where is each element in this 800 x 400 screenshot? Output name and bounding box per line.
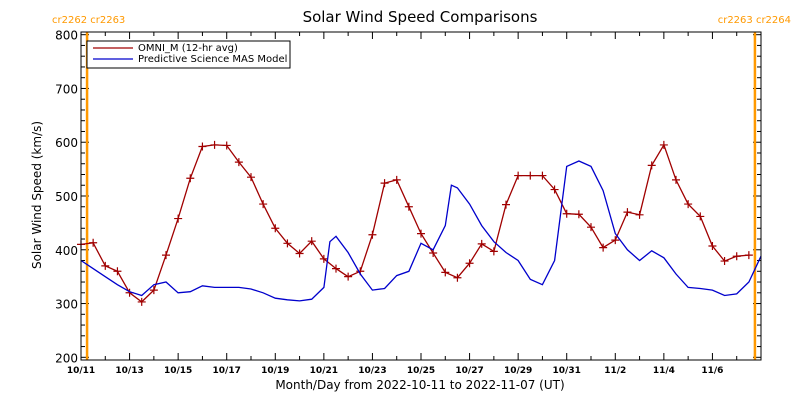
y-tick-label: 600	[55, 136, 78, 150]
omni-data-point	[708, 242, 717, 251]
y-tick-label: 800	[55, 29, 78, 43]
omni-data-point	[417, 229, 425, 238]
omni-data-point	[368, 230, 377, 239]
omni-data-point	[623, 208, 632, 217]
omni-data-point	[489, 247, 498, 256]
x-tick-label: 10/21	[310, 366, 338, 376]
omni-data-point	[587, 223, 595, 232]
omni-data-point	[611, 236, 620, 245]
x-tick-label: 11/2	[604, 366, 626, 376]
omni-data-point	[101, 261, 110, 270]
omni-data-point	[380, 179, 389, 188]
omni-data-point	[113, 267, 122, 276]
x-tick-label: 10/11	[67, 366, 95, 376]
x-tick-label: 10/19	[261, 366, 289, 376]
omni-data-point	[392, 175, 401, 184]
omni-data-point	[186, 174, 195, 183]
omni-series-line	[80, 143, 749, 303]
omni-data-point	[283, 239, 292, 248]
omni-data-point	[259, 200, 268, 209]
y-tick-label: 700	[55, 82, 78, 96]
y-tick-label: 200	[55, 351, 78, 365]
x-tick-label: 10/29	[504, 366, 532, 376]
omni-data-point	[210, 140, 219, 149]
omni-data-point	[307, 237, 316, 246]
omni-data-point	[562, 209, 571, 218]
omni-data-point	[234, 158, 243, 167]
omni-data-point	[465, 259, 474, 268]
x-axis-label: Month/Day from 2022-10-11 to 2022-11-07 …	[275, 378, 564, 392]
mas-series-line	[80, 160, 762, 302]
omni-data-point	[514, 171, 523, 180]
omni-data-point	[526, 171, 535, 180]
omni-data-point	[332, 264, 340, 273]
legend-box	[86, 40, 291, 69]
y-tick-label: 500	[55, 190, 78, 204]
omni-data-point	[89, 238, 98, 247]
chart-title: Solar Wind Speed Comparisons	[303, 8, 538, 26]
omni-data-point	[672, 175, 680, 184]
omni-data-point	[174, 214, 183, 223]
omni-data-point	[647, 161, 656, 170]
omni-data-point	[319, 254, 328, 263]
x-tick-label: 10/17	[213, 366, 241, 376]
omni-data-point	[149, 286, 158, 295]
x-tick-label: 10/31	[553, 366, 581, 376]
omni-data-point	[732, 252, 741, 261]
omni-data-point	[550, 185, 559, 194]
omni-data-point	[441, 268, 450, 277]
x-tick-label: 10/25	[407, 366, 435, 376]
omni-data-point	[477, 239, 486, 248]
omni-data-point	[453, 273, 462, 282]
omni-data-point	[222, 141, 231, 150]
x-tick-label: 11/4	[653, 366, 675, 376]
omni-data-point	[502, 200, 510, 209]
omni-data-point	[659, 140, 668, 149]
omni-data-point	[684, 200, 693, 209]
omni-data-point	[574, 210, 583, 219]
legend-label-mas: Predictive Science MAS Model	[138, 54, 287, 65]
carrington-label-right: cr2263 cr2264	[718, 15, 791, 26]
omni-data-point	[538, 171, 547, 180]
x-tick-label: 11/6	[701, 366, 723, 376]
x-tick-label: 10/27	[455, 366, 483, 376]
omni-data-point	[635, 210, 644, 219]
x-tick-label: 10/13	[115, 366, 143, 376]
y-tick-label: 400	[55, 244, 78, 258]
omni-data-point	[295, 249, 304, 258]
x-tick-label: 10/23	[358, 366, 386, 376]
omni-data-point	[162, 251, 170, 260]
omni-data-point	[344, 272, 353, 281]
omni-data-point	[271, 224, 280, 233]
omni-data-point	[137, 297, 146, 306]
y-axis-label: Solar Wind Speed (km/s)	[30, 121, 44, 269]
omni-data-point	[744, 251, 753, 260]
omni-data-point	[599, 243, 608, 252]
omni-data-point	[198, 142, 207, 151]
y-tick-label: 300	[55, 298, 78, 312]
plot-frame	[80, 31, 762, 361]
omni-data-point	[404, 202, 413, 211]
omni-data-point	[247, 173, 255, 182]
omni-data-point	[696, 212, 705, 221]
carrington-label-left: cr2262 cr2263	[52, 15, 125, 26]
x-tick-label: 10/15	[164, 366, 192, 376]
legend-label-omni: OMNI_M (12-hr avg)	[138, 43, 238, 54]
omni-data-point	[720, 257, 729, 266]
chart-legend: OMNI_M (12-hr avg) Predictive Science MA…	[86, 40, 291, 69]
